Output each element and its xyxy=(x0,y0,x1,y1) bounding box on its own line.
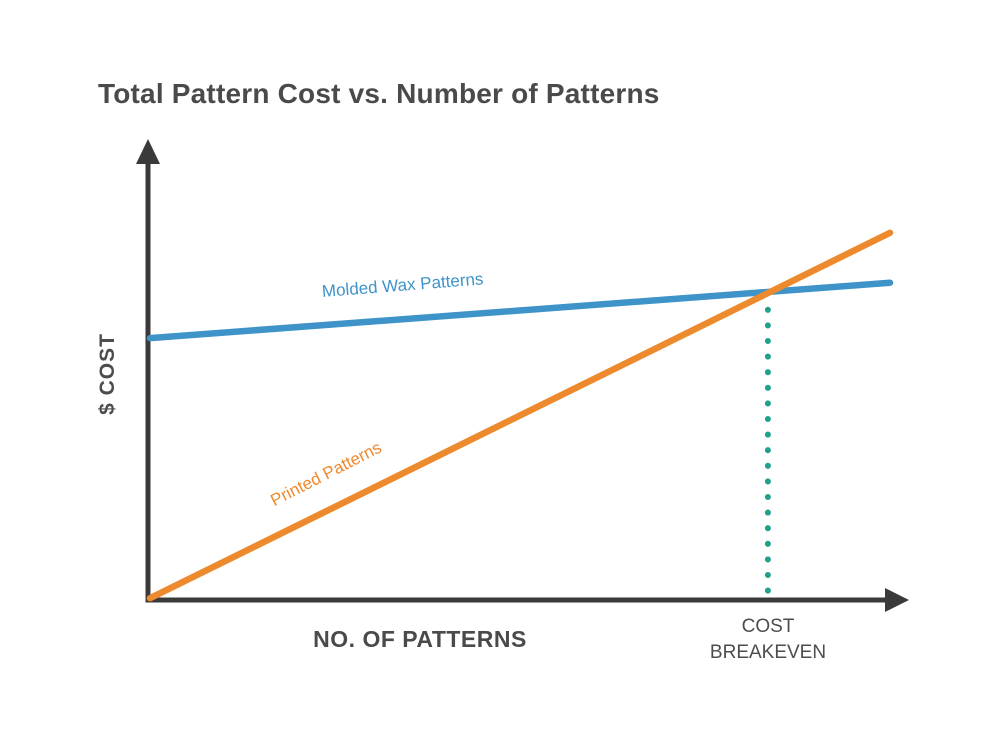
arrow-right-icon xyxy=(885,588,909,612)
breakeven-label: COST BREAKEVEN xyxy=(709,616,827,663)
series-line-printed xyxy=(146,229,894,602)
y-axis-label: $ COST xyxy=(96,333,119,415)
chart-title: Total Pattern Cost vs. Number of Pattern… xyxy=(98,78,660,109)
x-axis-label: NO. OF PATTERNS xyxy=(313,626,527,652)
arrow-up-icon xyxy=(136,139,160,164)
